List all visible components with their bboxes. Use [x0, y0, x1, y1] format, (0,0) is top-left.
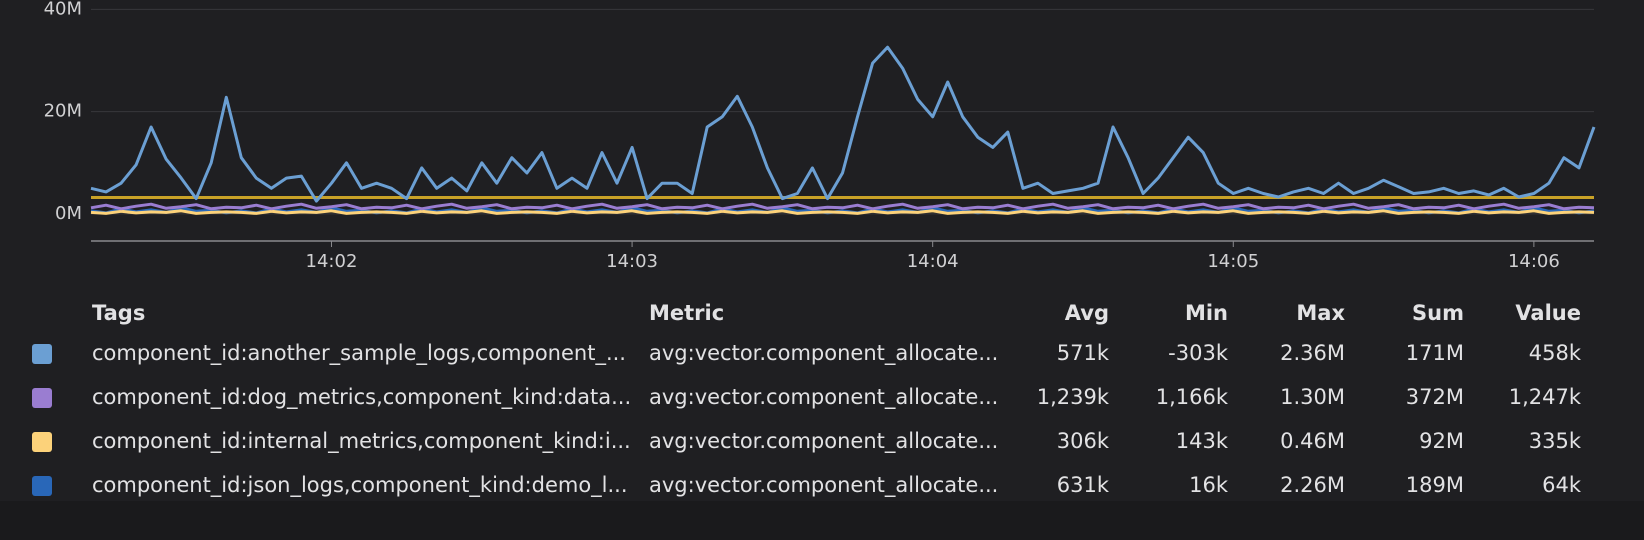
column-header: Metric [649, 301, 724, 325]
series-line [90, 45, 1596, 203]
column-header: Tags [92, 301, 145, 325]
tag-cell: component_id:dog_metrics,component_kind:… [92, 385, 631, 410]
y-tick-label: 40M [44, 0, 82, 19]
x-tick-label: 14:05 [1207, 251, 1259, 272]
table-cell: 571k [1057, 341, 1110, 365]
tag-cell: component_id:internal_metrics,component_… [92, 429, 631, 454]
x-tick-label: 14:04 [907, 251, 959, 272]
table-cell: avg:vector.component_allocate... [649, 341, 998, 366]
panel [0, 0, 1644, 501]
column-header: Min [1185, 301, 1228, 325]
column-header: Max [1296, 301, 1345, 325]
table-cell: 335k [1529, 429, 1582, 453]
table-cell: 16k [1189, 473, 1229, 497]
column-header: Avg [1065, 301, 1109, 325]
table-cell: avg:vector.component_allocate... [649, 429, 998, 454]
table-cell: 306k [1057, 429, 1110, 453]
legend-swatch [32, 432, 52, 452]
table-cell: 1,166k [1156, 385, 1229, 409]
table-cell: 458k [1529, 341, 1582, 365]
legend-swatch [32, 344, 52, 364]
x-tick-label: 14:03 [606, 251, 658, 272]
table-cell: 189M [1406, 473, 1464, 497]
series-line [90, 202, 1595, 211]
table-cell: 1.30M [1280, 385, 1345, 409]
legend-swatch [32, 388, 52, 408]
table-cell: 1,239k [1037, 385, 1110, 409]
legend-swatch [32, 476, 52, 496]
y-tick-label: 0M [55, 203, 82, 224]
column-header: Value [1515, 301, 1581, 325]
table-cell: 2.36M [1280, 341, 1345, 365]
table-cell: 1,247k [1509, 385, 1582, 409]
table-cell: avg:vector.component_allocate... [649, 473, 998, 498]
table-cell: 92M [1419, 429, 1464, 453]
table-cell: 372M [1406, 385, 1464, 409]
x-tick-label: 14:06 [1508, 251, 1560, 272]
y-tick-label: 20M [44, 101, 82, 122]
series-line [90, 209, 1595, 215]
tag-cell: component_id:another_sample_logs,compone… [92, 341, 626, 366]
table-cell: 631k [1057, 473, 1110, 497]
table-cell: -303k [1168, 341, 1229, 365]
table-cell: 2.26M [1280, 473, 1345, 497]
table-cell: 143k [1176, 429, 1229, 453]
x-tick-label: 14:02 [306, 251, 358, 272]
table-cell: 0.46M [1280, 429, 1345, 453]
column-header: Sum [1412, 301, 1464, 325]
table-cell: 64k [1542, 473, 1582, 497]
table-cell: 171M [1406, 341, 1464, 365]
tag-cell: component_id:json_logs,component_kind:de… [92, 473, 628, 498]
table-cell: avg:vector.component_allocate... [649, 385, 998, 410]
